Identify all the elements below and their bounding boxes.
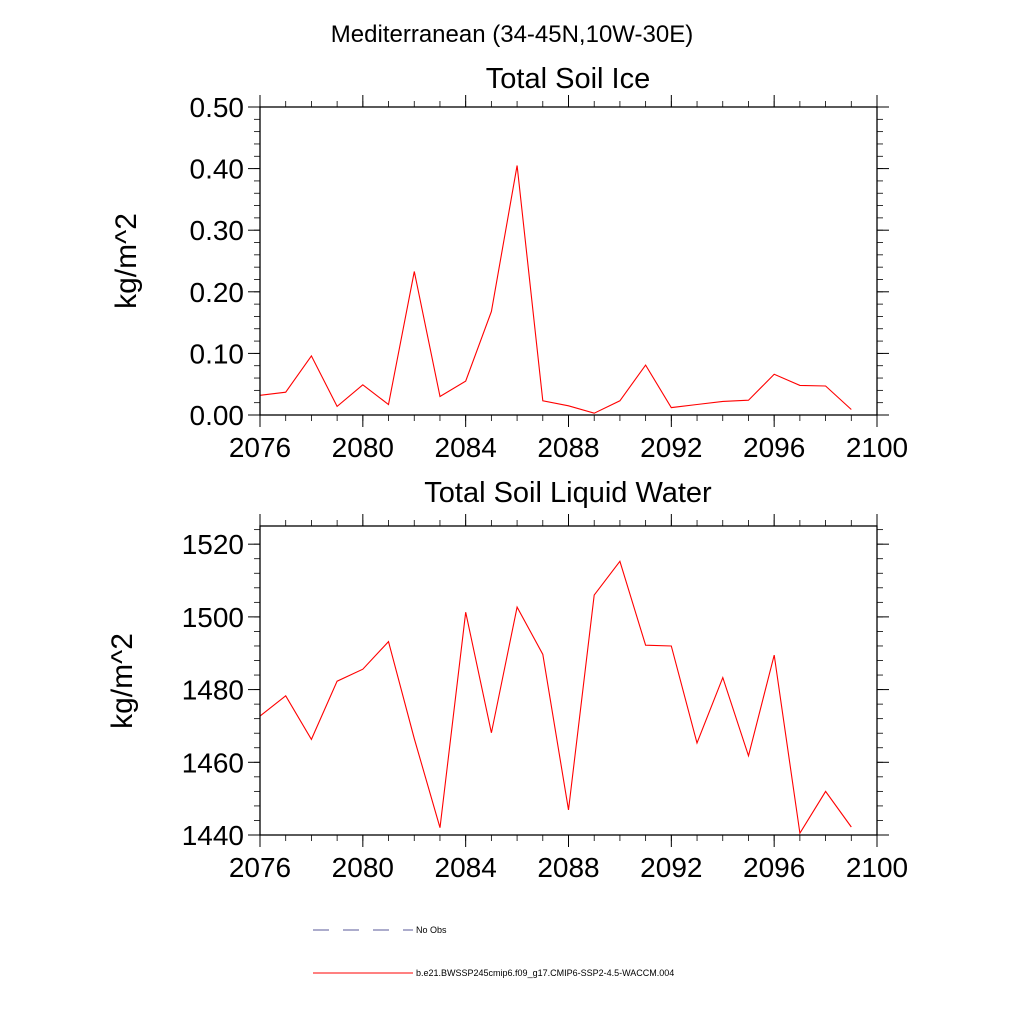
x-tick-label: 2096 bbox=[743, 432, 805, 463]
x-tick-label: 2100 bbox=[846, 432, 908, 463]
x-tick-label: 2088 bbox=[537, 852, 599, 883]
x-tick-label: 2092 bbox=[640, 852, 702, 883]
x-tick-label: 2096 bbox=[743, 852, 805, 883]
legend: No Obs b.e21.BWSSP245cmip6.f09_g17.CMIP6… bbox=[313, 925, 674, 978]
series-line bbox=[259, 165, 852, 414]
x-tick-label: 2092 bbox=[640, 432, 702, 463]
x-tick-label: 2100 bbox=[846, 852, 908, 883]
y-axis-label: kg/m^2 bbox=[110, 213, 143, 309]
tick-labels: 0.00 0.10 0.20 0.30 0.40 0.50 2076 2080 2084 2088… bbox=[190, 92, 909, 463]
plot-lines bbox=[259, 165, 852, 414]
axis-ticks bbox=[248, 514, 889, 847]
plot-lines bbox=[259, 560, 852, 835]
legend-label-no-obs: No Obs bbox=[416, 925, 447, 935]
legend-label-model: b.e21.BWSSP245cmip6.f09_g17.CMIP6-SSP2-4… bbox=[416, 968, 674, 978]
axis-ticks bbox=[248, 95, 889, 427]
y-tick-label: 1520 bbox=[182, 529, 244, 560]
x-tick-label: 2080 bbox=[332, 852, 394, 883]
y-tick-label: 1480 bbox=[182, 675, 244, 706]
y-tick-label: 1500 bbox=[182, 602, 244, 633]
y-tick-label: 0.00 bbox=[190, 400, 245, 431]
series-line bbox=[259, 560, 852, 835]
y-tick-label: 0.40 bbox=[190, 154, 245, 185]
x-tick-label: 2076 bbox=[229, 852, 291, 883]
plot-frame bbox=[259, 525, 878, 836]
x-tick-label: 2088 bbox=[537, 432, 599, 463]
y-tick-label: 0.20 bbox=[190, 277, 245, 308]
plot-frame bbox=[259, 106, 878, 416]
x-tick-label: 2080 bbox=[332, 432, 394, 463]
panel-title: Total Soil Ice bbox=[486, 63, 650, 95]
x-tick-label: 2076 bbox=[229, 432, 291, 463]
x-tick-label: 2084 bbox=[435, 852, 497, 883]
tick-labels: 1440 1460 1480 1500 1520 2076 2080 2084 2088 2092… bbox=[182, 529, 908, 883]
figure-main-title: Mediterranean (34-45N,10W-30E) bbox=[331, 21, 693, 48]
y-tick-label: 0.10 bbox=[190, 338, 245, 369]
y-tick-label: 0.50 bbox=[190, 92, 245, 123]
y-axis-label: kg/m^2 bbox=[106, 633, 139, 729]
x-tick-label: 2084 bbox=[435, 432, 497, 463]
panel-total-soil-ice: Total Soil Ice kg/m^2 0.000.100.200.300.… bbox=[110, 63, 908, 463]
panel-total-soil-liquid-water: Total Soil Liquid Water kg/m^2 144014601… bbox=[106, 477, 908, 883]
y-tick-label: 1440 bbox=[182, 820, 244, 851]
y-tick-label: 1460 bbox=[182, 747, 244, 778]
panel-title: Total Soil Liquid Water bbox=[424, 477, 712, 509]
y-tick-label: 0.30 bbox=[190, 215, 245, 246]
